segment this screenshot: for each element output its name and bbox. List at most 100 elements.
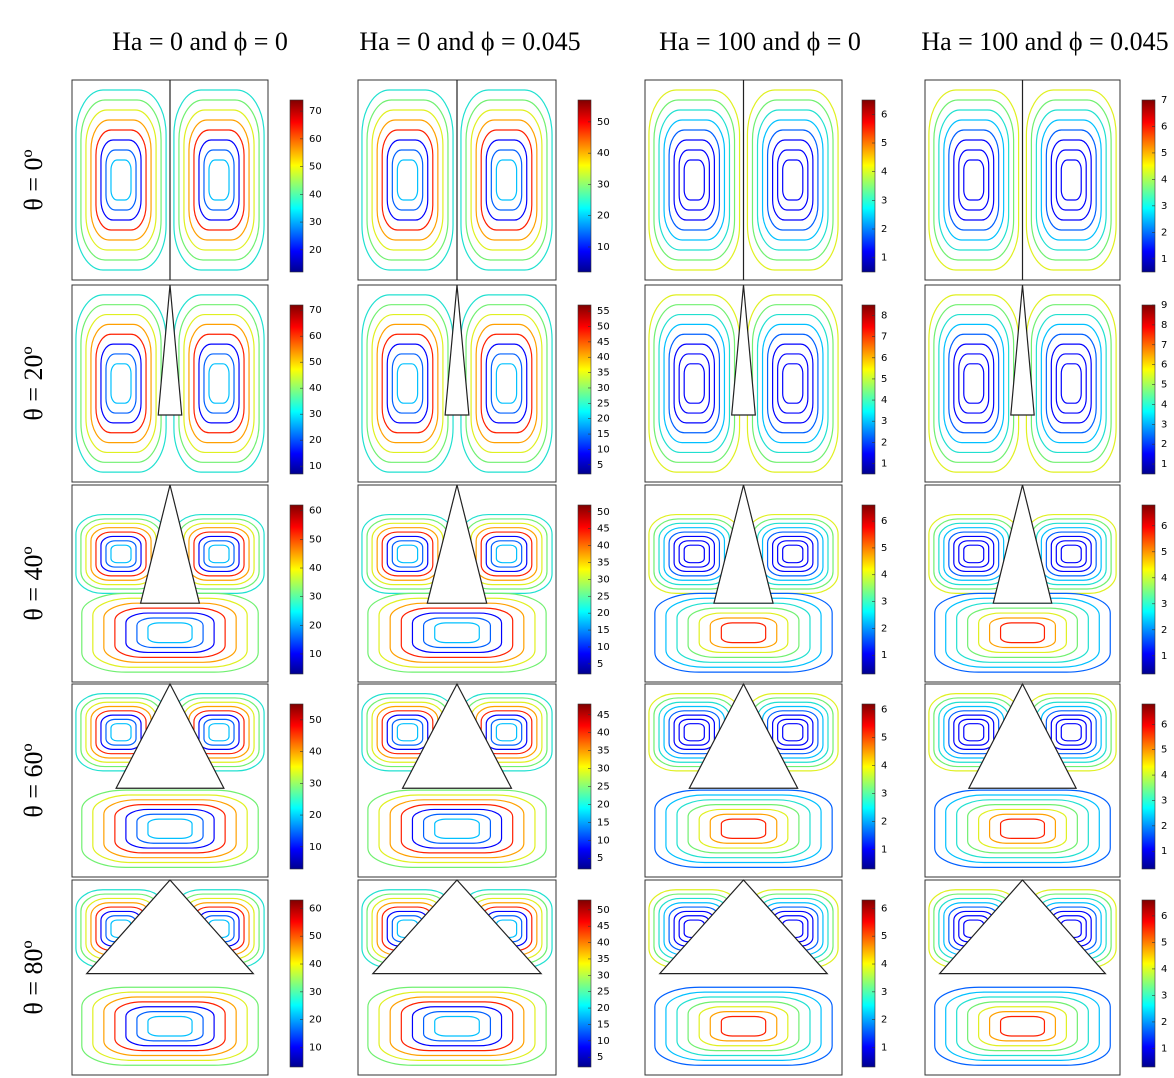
colorbar-tick-label: 4 (1161, 573, 1167, 584)
colorbar-tick-label: 9 (1161, 300, 1167, 311)
colorbar-tick-label: 30 (309, 217, 322, 228)
colorbar-tick-label: 50 (309, 162, 322, 173)
colorbar-tick-label: 3 (881, 788, 887, 799)
colorbar-tick-label: 2 (1161, 439, 1167, 450)
colorbar-tick-label: 10 (597, 444, 610, 455)
colorbar-tick-label: 1 (881, 844, 887, 855)
colorbar (862, 704, 875, 869)
colorbar-tick-label: 5 (597, 460, 603, 471)
colorbar-tick-label: 1 (881, 458, 887, 469)
streamline-panel (72, 684, 268, 877)
streamline-panel (645, 880, 842, 1075)
colorbar-tick-label: 30 (597, 179, 610, 190)
colorbar-tick-label: 8 (881, 311, 887, 322)
streamline-panel (72, 485, 268, 682)
streamline-panel (72, 880, 268, 1075)
colorbar-tick-label: 4 (881, 167, 887, 178)
colorbar-tick-label: 30 (597, 970, 610, 981)
colorbar-tick-label: 45 (597, 710, 610, 721)
colorbar-tick-label: 50 (597, 117, 610, 128)
colorbar-tick-label: 40 (309, 189, 322, 200)
streamline-panel (925, 285, 1120, 482)
streamline-panel (925, 80, 1120, 280)
colorbar-tick-label: 25 (597, 398, 610, 409)
colorbar-tick-label: 25 (597, 782, 610, 793)
colorbar-tick-label: 5 (881, 138, 887, 149)
colorbar-tick-label: 55 (597, 306, 610, 317)
colorbar-tick-label: 15 (597, 817, 610, 828)
colorbar-tick-label: 1 (881, 650, 887, 661)
colorbar (578, 900, 591, 1067)
colorbar-tick-label: 1 (1161, 254, 1167, 265)
row-label: θ = 60º (19, 743, 48, 817)
colorbar-tick-label: 3 (1161, 599, 1167, 610)
colorbar-tick-label: 70 (309, 305, 322, 316)
colorbar-tick-label: 10 (597, 1036, 610, 1047)
column-header: Ha = 0 and ϕ = 0 (112, 27, 288, 56)
colorbar-tick-label: 2 (881, 623, 887, 634)
colorbar-tick-label: 15 (597, 625, 610, 636)
colorbar-tick-label: 30 (309, 592, 322, 603)
streamline-panel (358, 80, 556, 280)
colorbar-tick-label: 1 (881, 253, 887, 264)
colorbar (1142, 900, 1155, 1067)
colorbar-tick-label: 3 (881, 987, 887, 998)
colorbar-tick-label: 25 (597, 987, 610, 998)
colorbar-tick-label: 4 (881, 959, 887, 970)
colorbar-tick-label: 60 (309, 134, 322, 145)
colorbar-tick-label: 3 (881, 597, 887, 608)
colorbar-tick-label: 40 (309, 563, 322, 574)
colorbar-tick-label: 50 (597, 507, 610, 518)
colorbar (1142, 100, 1155, 272)
colorbar-tick-label: 6 (881, 705, 887, 716)
colorbar-tick-label: 1 (1161, 459, 1167, 470)
column-header: Ha = 100 and ϕ = 0 (659, 27, 861, 56)
column-header: Ha = 100 and ϕ = 0.045 (921, 27, 1168, 56)
colorbar-tick-label: 40 (597, 938, 610, 949)
colorbar-tick-label: 3 (1161, 419, 1167, 430)
colorbar-tick-label: 4 (1161, 964, 1167, 975)
colorbar-tick-label: 40 (309, 747, 322, 758)
colorbar (1142, 505, 1155, 674)
streamline-panel (358, 485, 556, 682)
colorbar-tick-label: 4 (881, 395, 887, 406)
colorbar-tick-label: 30 (597, 574, 610, 585)
colorbar-tick-label: 1 (1161, 1043, 1167, 1054)
colorbar (290, 704, 303, 869)
colorbar-tick-label: 30 (597, 764, 610, 775)
colorbar-tick-label: 45 (597, 524, 610, 535)
colorbar-tick-label: 20 (597, 414, 610, 425)
colorbar-tick-label: 25 (597, 591, 610, 602)
colorbar-tick-label: 10 (597, 835, 610, 846)
colorbar-tick-label: 2 (881, 816, 887, 827)
colorbar-tick-label: 7 (1161, 95, 1167, 106)
colorbar (290, 100, 303, 272)
streamline-panel (925, 485, 1120, 682)
colorbar-tick-label: 6 (1161, 360, 1167, 371)
colorbar-tick-label: 7 (881, 332, 887, 343)
colorbar-tick-label: 45 (597, 337, 610, 348)
colorbar-tick-label: 2 (881, 437, 887, 448)
column-header: Ha = 0 and ϕ = 0.045 (359, 27, 580, 56)
colorbar-tick-label: 40 (597, 352, 610, 363)
colorbar-tick-label: 10 (597, 642, 610, 653)
colorbar-tick-label: 40 (597, 148, 610, 159)
colorbar-tick-label: 8 (1161, 320, 1167, 331)
colorbar-tick-label: 3 (1161, 990, 1167, 1001)
colorbar-tick-label: 30 (309, 987, 322, 998)
colorbar (290, 305, 303, 474)
colorbar (290, 505, 303, 674)
colorbar-tick-label: 3 (881, 416, 887, 427)
colorbar-tick-label: 4 (881, 761, 887, 772)
colorbar-tick-label: 6 (881, 109, 887, 120)
streamline-panel (358, 880, 556, 1075)
colorbar-tick-label: 1 (1161, 846, 1167, 857)
colorbar-tick-label: 5 (597, 853, 603, 864)
streamline-panel (645, 684, 842, 877)
colorbar-tick-label: 70 (309, 106, 322, 117)
colorbar-tick-label: 2 (1161, 625, 1167, 636)
colorbar-tick-label: 5 (1161, 380, 1167, 391)
colorbar-tick-label: 10 (309, 1043, 322, 1054)
streamline-panel (925, 684, 1120, 877)
colorbar-tick-label: 30 (597, 383, 610, 394)
